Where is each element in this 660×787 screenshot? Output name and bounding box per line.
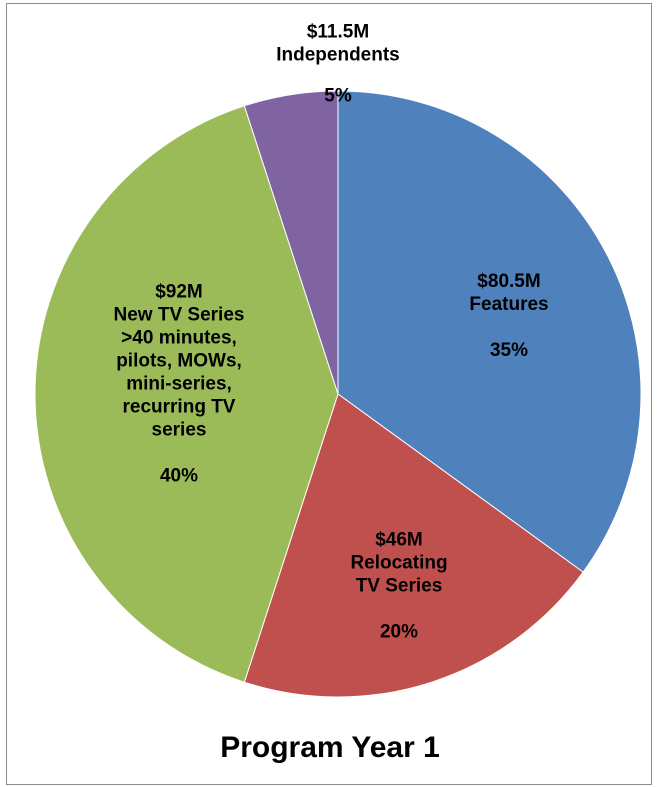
pie-chart (34, 90, 642, 698)
slice-amount-label: $11.5M (306, 21, 370, 43)
pie-slice-1 (337, 90, 642, 573)
slice-amount-label: $46M (375, 529, 423, 551)
slice-percent-label: 40% (159, 465, 199, 487)
slice-category-label: Features (469, 294, 549, 315)
slice-label-2: $46M Relocating TV Series 20% (350, 529, 447, 644)
slice-category-label: TV Series (355, 575, 443, 597)
slice-amount-label: $80.5M (477, 271, 541, 292)
slice-category-label: mini-series, (126, 373, 232, 395)
slice-percent-label: 20% (379, 621, 419, 643)
slice-category-label: pilots, MOWs, (116, 350, 242, 372)
pie-slice-3 (34, 105, 339, 683)
chart-area: $80.5M Features 35% $46M Relocating TV Series… (6, 3, 652, 785)
slice-percent-label: 5% (324, 85, 352, 107)
slice-label-4: $11.5M Independents 5% (276, 21, 400, 108)
slice-category-label: >40 minutes, (121, 327, 237, 349)
slice-category-label: Relocating (350, 552, 448, 574)
slice-category-label: recurring TV (122, 396, 236, 418)
pie-slice-2 (243, 393, 584, 698)
chart-title: Program Year 1 (220, 731, 440, 764)
slice-label-3: $92M New TV Series >40 minutes, pilots, MOW… (114, 281, 245, 488)
pie-slice-4 (243, 90, 339, 395)
slice-category-label: New TV Series (113, 304, 245, 326)
slice-category-label: Independents (276, 44, 400, 66)
slice-category-label: series (151, 419, 207, 441)
slice-percent-label: 35% (489, 340, 529, 361)
slice-label-1: $80.5M Features 35% (469, 270, 548, 362)
slice-amount-label: $92M (155, 281, 203, 303)
